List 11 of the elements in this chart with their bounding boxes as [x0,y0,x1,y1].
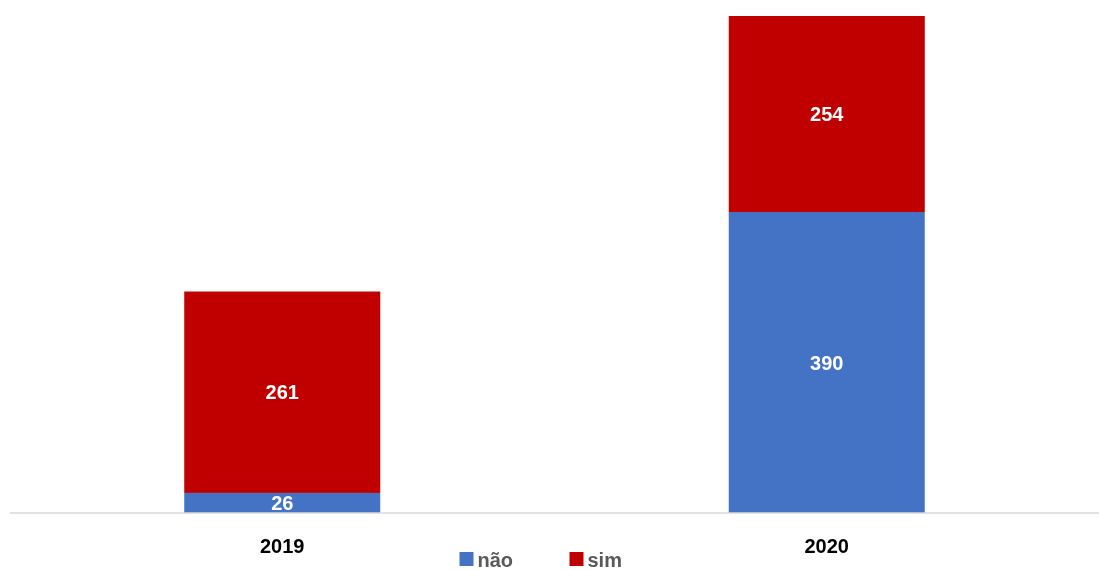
legend-label: não [477,549,514,570]
x-tick-label: 2020 [804,535,849,557]
x-tick-label: 2019 [260,535,305,557]
bar [184,291,381,493]
data-label: 26 [271,491,294,514]
legend-label: sim [587,549,622,570]
data-label: 261 [265,381,299,404]
bar [728,212,925,513]
data-label: 254 [810,103,845,126]
data-label: 390 [810,351,844,374]
bar [728,16,925,213]
